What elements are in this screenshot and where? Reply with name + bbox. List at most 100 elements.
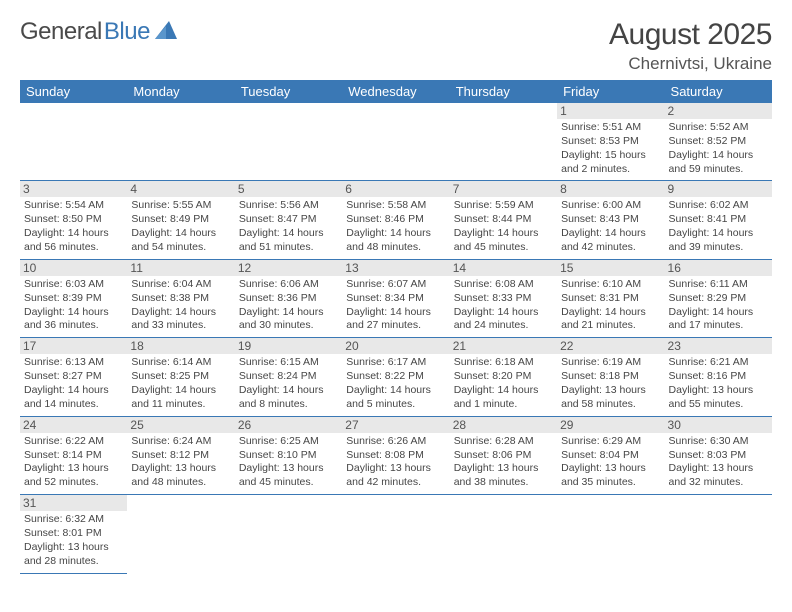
day-number: 27 <box>342 417 449 433</box>
calendar-day-cell: 6Sunrise: 5:58 AMSunset: 8:46 PMDaylight… <box>342 181 449 259</box>
weekday-header: Sunday <box>20 80 127 103</box>
day-details: Sunrise: 6:24 AMSunset: 8:12 PMDaylight:… <box>131 435 230 490</box>
logo-text-1: General <box>20 18 102 46</box>
calendar-day-cell: 1 Sunrise: 5:51 AMSunset: 8:53 PMDaylight… <box>557 103 664 181</box>
header: General Blue August 2025 Chernivtsi, Ukr… <box>20 18 772 74</box>
calendar-day-cell: 18Sunrise: 6:14 AMSunset: 8:25 PMDayligh… <box>127 338 234 416</box>
day-number: 19 <box>235 338 342 354</box>
day-number: 4 <box>127 181 234 197</box>
day-details: Sunrise: 6:32 AMSunset: 8:01 PMDaylight:… <box>24 513 123 568</box>
calendar-week-row: 17Sunrise: 6:13 AMSunset: 8:27 PMDayligh… <box>20 338 772 416</box>
weekday-header: Tuesday <box>235 80 342 103</box>
weekday-header: Thursday <box>450 80 557 103</box>
weekday-header: Wednesday <box>342 80 449 103</box>
day-details: Sunrise: 6:17 AMSunset: 8:22 PMDaylight:… <box>346 356 445 411</box>
weekday-header: Friday <box>557 80 664 103</box>
day-number: 9 <box>665 181 772 197</box>
calendar-day-cell: 2Sunrise: 5:52 AMSunset: 8:52 PMDaylight… <box>665 103 772 181</box>
calendar-empty-cell <box>127 103 234 181</box>
calendar-empty-cell <box>235 495 342 573</box>
day-details: Sunrise: 5:51 AMSunset: 8:53 PMDaylight:… <box>561 121 660 176</box>
page-title: August 2025 <box>609 18 772 52</box>
day-number: 30 <box>665 417 772 433</box>
calendar-empty-cell <box>235 103 342 181</box>
calendar-empty-cell <box>342 495 449 573</box>
day-details: Sunrise: 6:02 AMSunset: 8:41 PMDaylight:… <box>669 199 768 254</box>
day-number: 6 <box>342 181 449 197</box>
page-subtitle: Chernivtsi, Ukraine <box>609 54 772 74</box>
calendar-week-row: 24Sunrise: 6:22 AMSunset: 8:14 PMDayligh… <box>20 416 772 494</box>
calendar-day-cell: 16 Sunrise: 6:11 AMSunset: 8:29 PMDayligh… <box>665 259 772 337</box>
calendar-week-row: 10 Sunrise: 6:03 AMSunset: 8:39 PMDayligh… <box>20 259 772 337</box>
weekday-header: Monday <box>127 80 234 103</box>
calendar-day-cell: 15Sunrise: 6:10 AMSunset: 8:31 PMDayligh… <box>557 259 664 337</box>
day-details: Sunrise: 6:08 AMSunset: 8:33 PMDaylight:… <box>454 278 553 333</box>
weekday-header-row: SundayMondayTuesdayWednesdayThursdayFrid… <box>20 80 772 103</box>
day-number: 18 <box>127 338 234 354</box>
calendar-empty-cell <box>127 495 234 573</box>
day-details: Sunrise: 6:19 AMSunset: 8:18 PMDaylight:… <box>561 356 660 411</box>
title-block: August 2025 Chernivtsi, Ukraine <box>609 18 772 74</box>
day-number: 1 <box>557 103 664 119</box>
calendar-day-cell: 30Sunrise: 6:30 AMSunset: 8:03 PMDayligh… <box>665 416 772 494</box>
calendar-day-cell: 3Sunrise: 5:54 AMSunset: 8:50 PMDaylight… <box>20 181 127 259</box>
calendar-day-cell: 9 Sunrise: 6:02 AMSunset: 8:41 PMDaylight… <box>665 181 772 259</box>
day-number: 5 <box>235 181 342 197</box>
day-details: Sunrise: 6:03 AMSunset: 8:39 PMDaylight:… <box>24 278 123 333</box>
calendar-day-cell: 27 Sunrise: 6:26 AMSunset: 8:08 PMDayligh… <box>342 416 449 494</box>
day-number: 26 <box>235 417 342 433</box>
calendar-day-cell: 28Sunrise: 6:28 AMSunset: 8:06 PMDayligh… <box>450 416 557 494</box>
calendar-day-cell: 26 Sunrise: 6:25 AMSunset: 8:10 PMDayligh… <box>235 416 342 494</box>
calendar-empty-cell <box>450 495 557 573</box>
calendar-week-row: 3Sunrise: 5:54 AMSunset: 8:50 PMDaylight… <box>20 181 772 259</box>
day-details: Sunrise: 5:56 AMSunset: 8:47 PMDaylight:… <box>239 199 338 254</box>
day-details: Sunrise: 6:00 AMSunset: 8:43 PMDaylight:… <box>561 199 660 254</box>
day-number: 22 <box>557 338 664 354</box>
day-number: 16 <box>665 260 772 276</box>
day-number: 14 <box>450 260 557 276</box>
calendar-day-cell: 8Sunrise: 6:00 AMSunset: 8:43 PMDaylight… <box>557 181 664 259</box>
calendar-day-cell: 5 Sunrise: 5:56 AMSunset: 8:47 PMDaylight… <box>235 181 342 259</box>
calendar-day-cell: 17Sunrise: 6:13 AMSunset: 8:27 PMDayligh… <box>20 338 127 416</box>
calendar-day-cell: 13Sunrise: 6:07 AMSunset: 8:34 PMDayligh… <box>342 259 449 337</box>
calendar-day-cell: 14 Sunrise: 6:08 AMSunset: 8:33 PMDayligh… <box>450 259 557 337</box>
day-number: 20 <box>342 338 449 354</box>
day-details: Sunrise: 6:18 AMSunset: 8:20 PMDaylight:… <box>454 356 553 411</box>
calendar-day-cell: 23Sunrise: 6:21 AMSunset: 8:16 PMDayligh… <box>665 338 772 416</box>
day-details: Sunrise: 6:13 AMSunset: 8:27 PMDaylight:… <box>24 356 123 411</box>
day-details: Sunrise: 6:10 AMSunset: 8:31 PMDaylight:… <box>561 278 660 333</box>
calendar-week-row: 1 Sunrise: 5:51 AMSunset: 8:53 PMDaylight… <box>20 103 772 181</box>
calendar-empty-cell <box>665 495 772 573</box>
day-number: 12 <box>235 260 342 276</box>
day-number: 31 <box>20 495 127 511</box>
calendar-day-cell: 12Sunrise: 6:06 AMSunset: 8:36 PMDayligh… <box>235 259 342 337</box>
day-number: 11 <box>127 260 234 276</box>
day-details: Sunrise: 5:54 AMSunset: 8:50 PMDaylight:… <box>24 199 123 254</box>
calendar-empty-cell <box>20 103 127 181</box>
day-details: Sunrise: 6:15 AMSunset: 8:24 PMDaylight:… <box>239 356 338 411</box>
day-details: Sunrise: 6:25 AMSunset: 8:10 PMDaylight:… <box>239 435 338 490</box>
day-number: 28 <box>450 417 557 433</box>
day-details: Sunrise: 6:26 AMSunset: 8:08 PMDaylight:… <box>346 435 445 490</box>
day-number: 24 <box>20 417 127 433</box>
logo: General Blue <box>20 18 177 46</box>
calendar-day-cell: 29Sunrise: 6:29 AMSunset: 8:04 PMDayligh… <box>557 416 664 494</box>
calendar-table: SundayMondayTuesdayWednesdayThursdayFrid… <box>20 80 772 574</box>
day-details: Sunrise: 6:11 AMSunset: 8:29 PMDaylight:… <box>669 278 768 333</box>
day-details: Sunrise: 6:29 AMSunset: 8:04 PMDaylight:… <box>561 435 660 490</box>
day-number: 13 <box>342 260 449 276</box>
calendar-day-cell: 19 Sunrise: 6:15 AMSunset: 8:24 PMDayligh… <box>235 338 342 416</box>
day-details: Sunrise: 6:04 AMSunset: 8:38 PMDaylight:… <box>131 278 230 333</box>
calendar-day-cell: 7 Sunrise: 5:59 AMSunset: 8:44 PMDaylight… <box>450 181 557 259</box>
day-number: 10 <box>20 260 127 276</box>
day-details: Sunrise: 5:59 AMSunset: 8:44 PMDaylight:… <box>454 199 553 254</box>
calendar-day-cell: 25Sunrise: 6:24 AMSunset: 8:12 PMDayligh… <box>127 416 234 494</box>
calendar-day-cell: 22 Sunrise: 6:19 AMSunset: 8:18 PMDayligh… <box>557 338 664 416</box>
calendar-day-cell: 20 Sunrise: 6:17 AMSunset: 8:22 PMDayligh… <box>342 338 449 416</box>
calendar-day-cell: 11 Sunrise: 6:04 AMSunset: 8:38 PMDayligh… <box>127 259 234 337</box>
day-number: 2 <box>665 103 772 119</box>
day-details: Sunrise: 6:21 AMSunset: 8:16 PMDaylight:… <box>669 356 768 411</box>
day-number: 7 <box>450 181 557 197</box>
calendar-day-cell: 4Sunrise: 5:55 AMSunset: 8:49 PMDaylight… <box>127 181 234 259</box>
calendar-day-cell: 24Sunrise: 6:22 AMSunset: 8:14 PMDayligh… <box>20 416 127 494</box>
